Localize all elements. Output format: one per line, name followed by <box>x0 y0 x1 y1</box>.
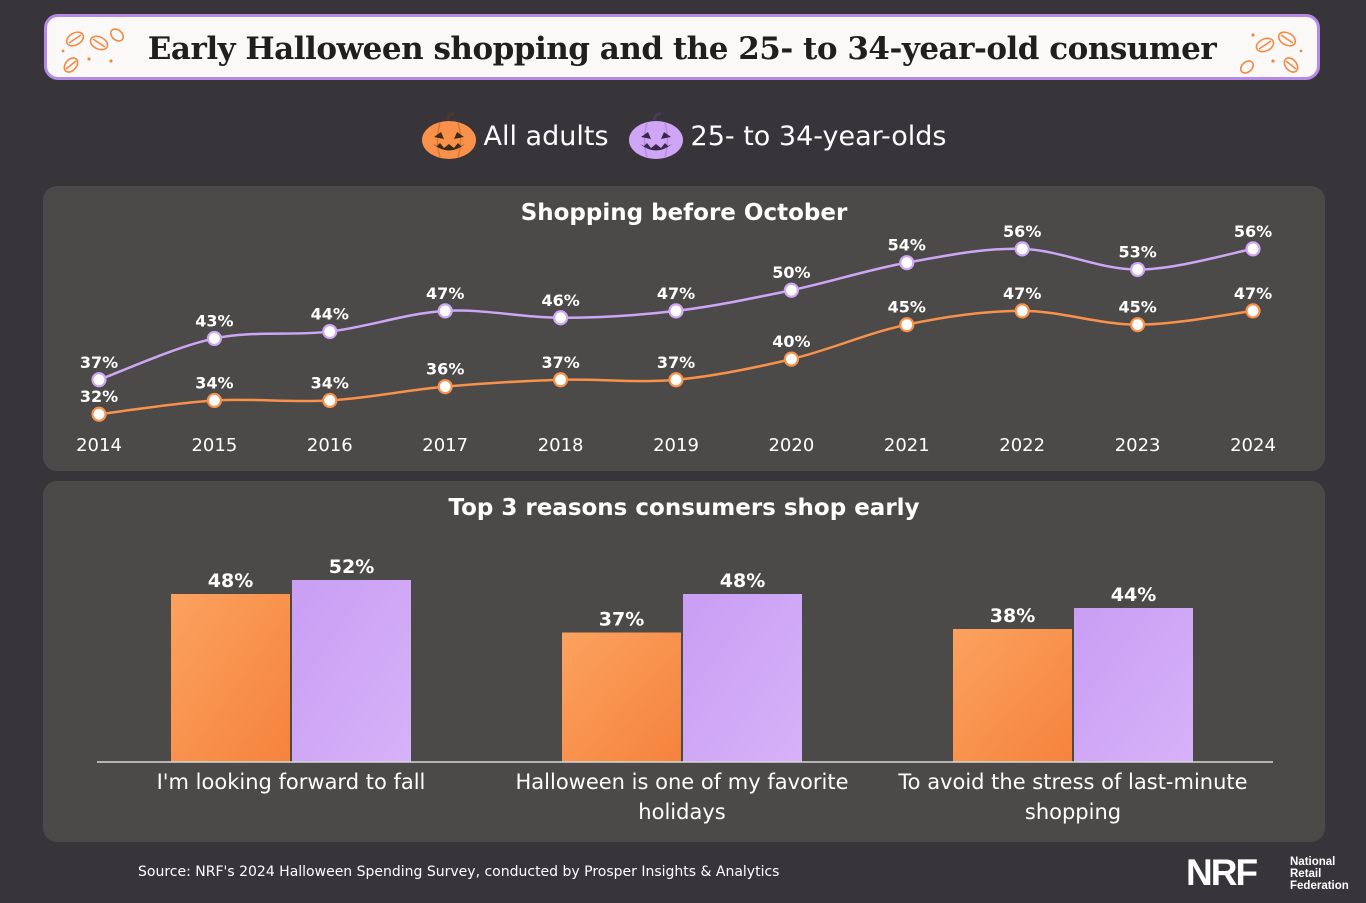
legend: All adults 25- to 34-year-olds <box>0 108 1366 164</box>
data-point <box>437 379 453 395</box>
data-label: 45% <box>1118 298 1156 317</box>
data-label: 47% <box>426 284 464 303</box>
legend-label: All adults <box>483 120 609 152</box>
data-label: 36% <box>426 360 464 379</box>
data-label: 37% <box>541 353 579 372</box>
data-point <box>1129 317 1146 333</box>
data-label: 50% <box>772 263 810 282</box>
x-tick-label: 2014 <box>76 435 122 456</box>
leaf-decoration-icon <box>61 28 125 73</box>
bar-chart-panel: Top 3 reasons consumers shop early 48% 37… <box>43 481 1325 842</box>
purple-pumpkin-icon <box>628 112 683 159</box>
bar <box>171 594 290 762</box>
data-point <box>91 372 107 388</box>
x-tick-label: 2024 <box>1230 435 1276 456</box>
data-point <box>322 392 338 409</box>
data-label: 47% <box>1003 284 1041 303</box>
data-point <box>206 392 222 409</box>
data-point <box>899 317 915 333</box>
data-point <box>322 323 338 340</box>
bar-value-label: 38% <box>990 605 1035 627</box>
data-label: 37% <box>657 353 695 372</box>
data-label: 45% <box>888 298 926 317</box>
category-label: Halloween is one of my favorite holidays <box>515 770 849 824</box>
leaf-decoration-icon <box>1239 31 1303 74</box>
title-banner: Early Halloween shopping and the 25- to … <box>44 14 1320 80</box>
x-tick-label: 2021 <box>884 435 930 456</box>
data-point <box>1014 303 1030 319</box>
legend-item-25-34: 25- to 34-year-olds <box>627 111 947 161</box>
category-label: I'm looking forward to fall <box>156 770 426 794</box>
orange-pumpkin-icon <box>421 112 476 159</box>
legend-label: 25- to 34-year-olds <box>690 120 947 152</box>
x-tick-label: 2023 <box>1115 435 1161 456</box>
data-label: 34% <box>311 373 349 392</box>
data-point <box>783 351 800 367</box>
bar-chart: 48% 37% 38% 52% 48% 44% <box>97 556 1273 763</box>
data-label: 32% <box>80 387 118 406</box>
data-point <box>552 310 569 326</box>
bar <box>1074 608 1193 762</box>
data-point <box>899 255 915 271</box>
x-tick-label: 2016 <box>307 435 353 456</box>
bar-value-label: 48% <box>720 570 765 592</box>
bar-value-label: 48% <box>208 570 253 592</box>
data-label: 37% <box>80 353 118 372</box>
nrf-logo-letters: NRF <box>1186 852 1258 893</box>
data-point <box>1014 241 1030 257</box>
data-point <box>1129 261 1146 278</box>
line-chart: 2014 2015 2016 2017 2018 2019 2020 2021 2022 2023… <box>76 222 1276 456</box>
x-tick-label: 2015 <box>191 435 237 456</box>
x-tick-label: 2022 <box>999 435 1045 456</box>
data-point <box>783 282 800 298</box>
bar <box>292 580 411 762</box>
bar-value-label: 52% <box>329 556 374 578</box>
data-label: 40% <box>772 332 810 351</box>
bar-value-label: 37% <box>599 609 644 631</box>
data-label: 34% <box>195 373 233 392</box>
data-label: 53% <box>1118 243 1156 262</box>
data-point <box>91 406 107 422</box>
data-label: 43% <box>195 311 233 330</box>
bar <box>562 632 681 762</box>
line-chart-title: Shopping before October <box>520 200 848 226</box>
data-label: 44% <box>311 305 349 324</box>
page-title: Early Halloween shopping and the 25- to … <box>147 31 1217 67</box>
line-chart-panel: Shopping before October 2014 2015 2016 2017… <box>43 186 1325 471</box>
data-point <box>1245 241 1261 257</box>
source-note: Source: NRF's 2024 Halloween Spending Su… <box>138 864 780 880</box>
data-point <box>437 303 453 319</box>
data-label: 54% <box>888 236 926 255</box>
bar <box>953 629 1072 762</box>
data-point <box>668 303 684 319</box>
nrf-logo-line: National <box>1290 856 1336 868</box>
data-point <box>1245 303 1261 319</box>
legend-item-all-adults: All adults <box>420 111 609 161</box>
nrf-logo-line: Retail <box>1290 868 1322 880</box>
data-label: 56% <box>1003 222 1041 241</box>
bar <box>683 594 802 762</box>
category-label: To avoid the stress of last-minute shopp… <box>898 770 1248 824</box>
x-tick-label: 2018 <box>538 435 584 456</box>
bar-value-label: 44% <box>1111 584 1156 606</box>
data-label: 47% <box>1234 284 1272 303</box>
data-point <box>552 372 569 388</box>
nrf-logo-words: National Retail Federation <box>1290 856 1349 892</box>
nrf-logo-line: Federation <box>1290 880 1349 892</box>
data-label: 47% <box>657 284 695 303</box>
bar-chart-title: Top 3 reasons consumers shop early <box>448 495 920 521</box>
data-point <box>668 372 684 388</box>
data-label: 56% <box>1234 222 1272 241</box>
data-point <box>206 330 222 347</box>
x-tick-label: 2020 <box>768 435 814 456</box>
x-tick-label: 2017 <box>422 435 468 456</box>
data-label: 46% <box>541 291 579 310</box>
x-tick-label: 2019 <box>653 435 699 456</box>
